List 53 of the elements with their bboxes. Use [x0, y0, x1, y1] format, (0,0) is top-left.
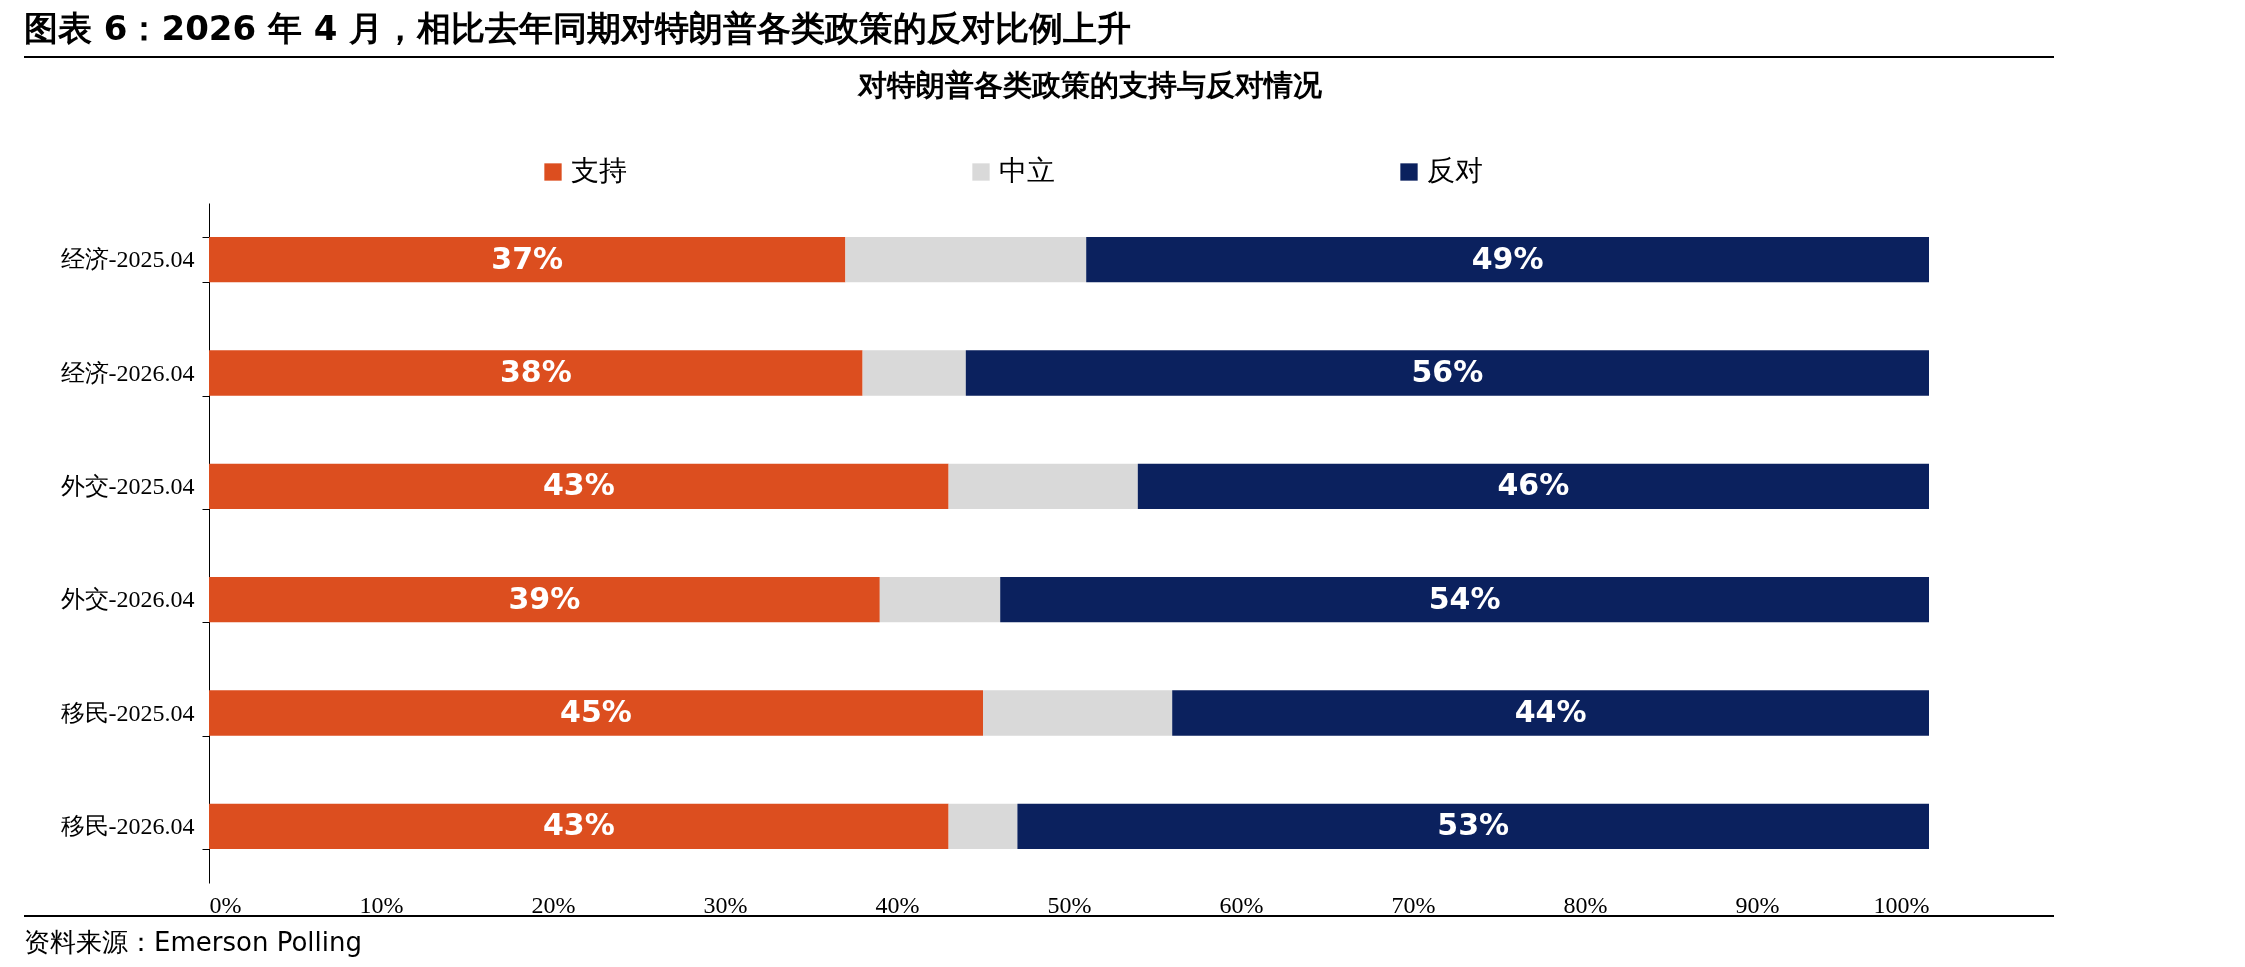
x-tick-label: 80% [1563, 891, 1608, 918]
bar [948, 463, 1138, 509]
y-tick-label: 外交-2026.04 [60, 586, 195, 613]
bar [1172, 690, 1929, 736]
data-label: 45% [560, 694, 632, 729]
y-tick-label: 外交-2025.04 [60, 472, 195, 499]
x-tick-label: 50% [1047, 891, 1092, 918]
bar [983, 690, 1173, 736]
bar [1000, 577, 1929, 623]
bar [209, 463, 949, 509]
y-tick-label: 移民-2025.04 [60, 699, 195, 726]
chart-subtitle: 对特朗普各类政策的支持与反对情况 [856, 67, 1323, 104]
legend-label: 中立 [999, 154, 1055, 187]
data-label: 53% [1437, 807, 1510, 843]
data-label: 46% [1497, 467, 1570, 503]
data-label: 56% [1411, 354, 1484, 389]
bar [1137, 463, 1929, 509]
x-tick-label: 70% [1391, 891, 1436, 918]
x-tick-label: 0% [209, 891, 242, 918]
text: 资料来源：Emerson Polling [24, 927, 362, 957]
data-label: 43% [542, 807, 615, 843]
data-label: 49% [1471, 240, 1544, 276]
x-tick-label: 30% [703, 891, 748, 918]
x-tick-label: 10% [359, 891, 404, 918]
x-tick-label: 90% [1735, 891, 1780, 918]
x-tick-label: 40% [875, 891, 920, 918]
bar [845, 237, 1087, 283]
data-label: 43% [542, 467, 615, 503]
legend-label: 反对 [1427, 154, 1483, 187]
bar [879, 577, 1001, 623]
bar [965, 350, 1929, 396]
bar [862, 350, 966, 396]
bar [209, 350, 863, 396]
bar [1017, 803, 1929, 849]
data-label: 44% [1514, 694, 1587, 729]
legend-label: 支持 [571, 154, 627, 187]
bar [209, 237, 846, 283]
chart-title: 图表 6：2026 年 4 月，相比去年同期对特朗普各类政策的反对比例上升 [24, 6, 2054, 58]
bar [209, 803, 949, 849]
x-tick-label: 60% [1219, 891, 1264, 918]
data-label: 37% [491, 240, 564, 276]
data-label: 38% [499, 354, 572, 389]
data-label: 54% [1428, 580, 1501, 616]
x-tick-label: 20% [531, 891, 576, 918]
y-tick-label: 移民-2026.04 [60, 812, 195, 839]
x-tick-label: 100% [1873, 891, 1930, 918]
bar [1086, 237, 1929, 283]
data-label: 39% [508, 580, 581, 616]
y-tick-label: 经济-2025.04 [60, 246, 195, 273]
bar [209, 577, 880, 623]
bar [948, 803, 1018, 849]
y-tick-label: 经济-2026.04 [60, 359, 195, 386]
bar [209, 690, 983, 736]
